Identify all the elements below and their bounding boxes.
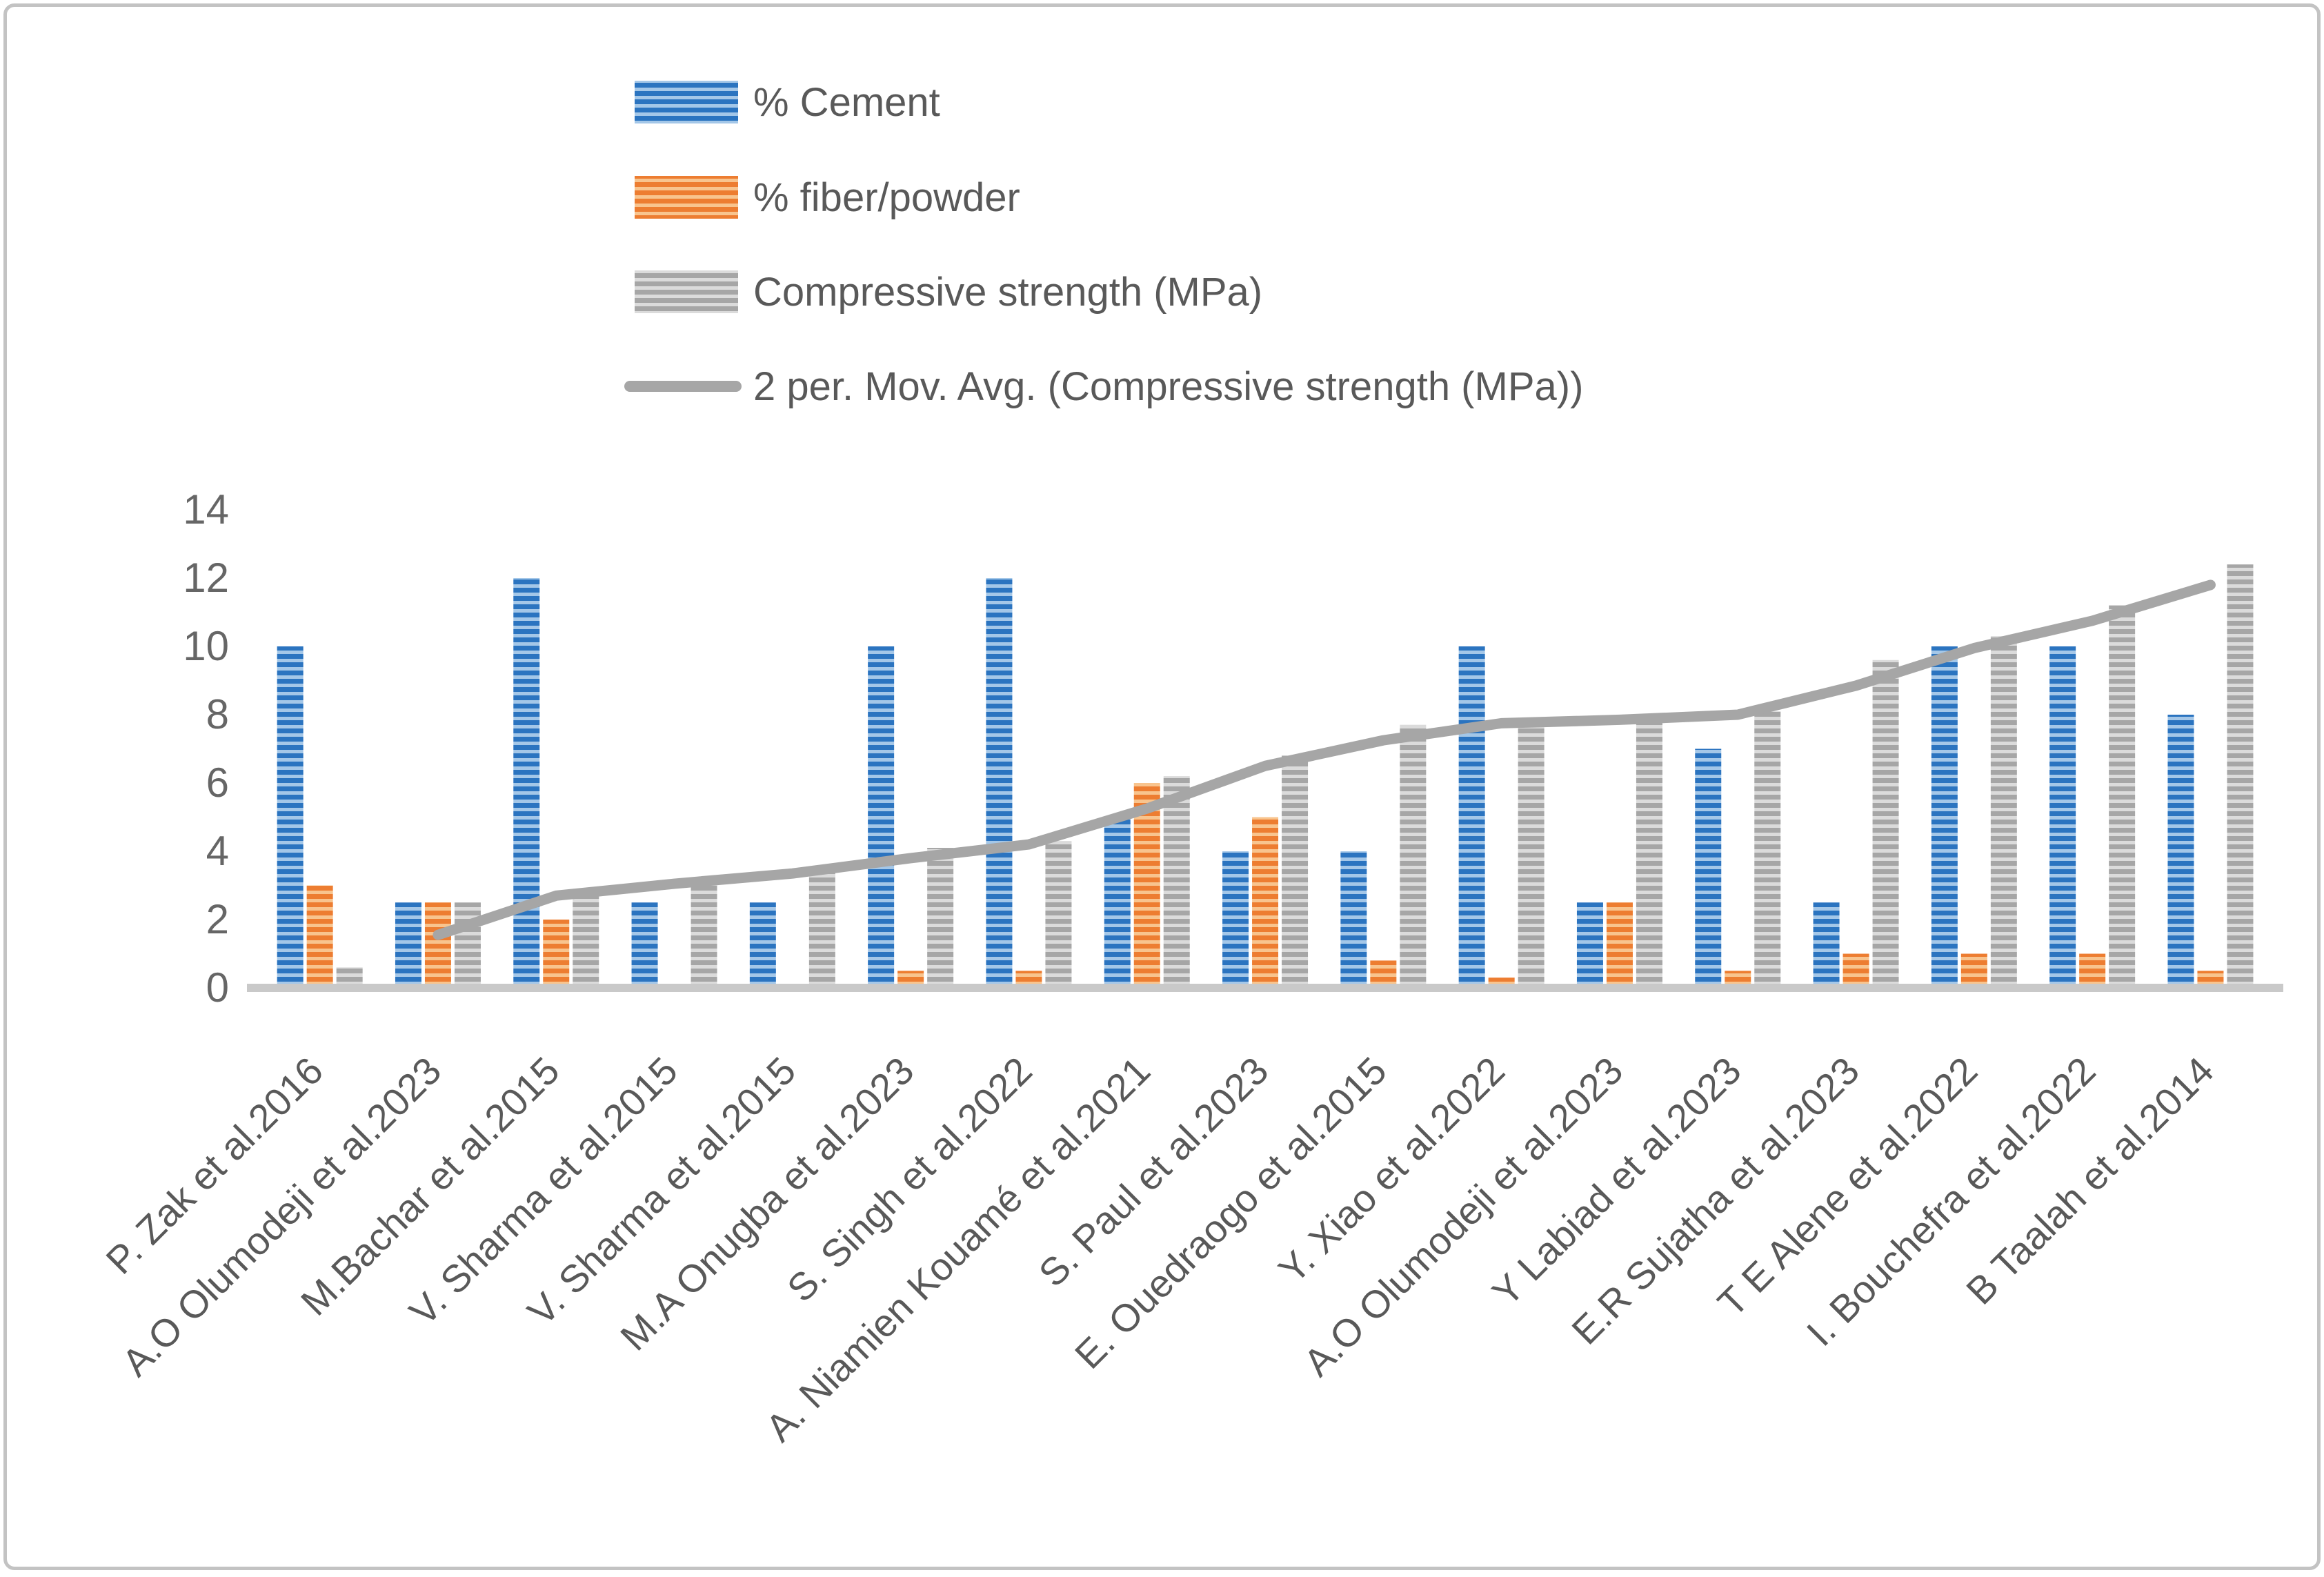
- bar-compressive-strength: [691, 878, 717, 988]
- bar-cement: [749, 902, 776, 988]
- bar-compressive-strength: [573, 889, 599, 988]
- bar-cement: [1931, 646, 1958, 988]
- bar-compressive-strength: [1990, 636, 2017, 988]
- bar-compressive-strength: [1400, 724, 1427, 988]
- legend-label: 2 per. Mov. Avg. (Compressive strength (…: [753, 364, 1583, 409]
- legend-swatch-compressive-strength: [635, 270, 738, 313]
- bar-compressive-strength: [1045, 841, 1072, 988]
- bar-cement: [986, 578, 1013, 988]
- y-axis-tick-label: 6: [206, 760, 229, 806]
- bar-compressive-strength: [1636, 717, 1662, 988]
- bar-fiber-powder: [306, 885, 333, 988]
- bar-fiber-powder: [1370, 960, 1397, 988]
- bar-fiber-powder: [1252, 817, 1279, 988]
- legend-swatch-moving-average-line: [624, 381, 742, 392]
- bar-cement: [395, 902, 421, 988]
- y-axis-tick-label: 4: [206, 828, 229, 874]
- legend-swatch-fiber-powder: [635, 176, 738, 219]
- bar-cement: [1813, 902, 1840, 988]
- y-axis-tick-label: 8: [206, 691, 229, 737]
- bar-cement: [277, 646, 304, 988]
- bar-compressive-strength: [1754, 711, 1781, 988]
- legend-swatch-cement: [635, 81, 738, 123]
- x-axis-category-label: Y. Xiao et al.2022: [1270, 1049, 1513, 1291]
- y-axis-tick-label: 12: [183, 555, 229, 601]
- bar-compressive-strength: [454, 902, 481, 988]
- bar-fiber-powder: [1960, 953, 1987, 988]
- bar-fiber-powder: [543, 920, 570, 988]
- bar-compressive-strength: [1872, 659, 1899, 988]
- bar-cement: [513, 578, 540, 988]
- bar-cement: [631, 902, 658, 988]
- bar-cement: [1458, 646, 1485, 988]
- x-axis-category-label: P. Zak et al.2016: [97, 1049, 331, 1282]
- bar-fiber-powder: [1843, 953, 1869, 988]
- y-axis-tick-label: 14: [183, 486, 229, 533]
- legend-label: % Cement: [753, 80, 940, 125]
- bar-compressive-strength: [1282, 755, 1309, 988]
- bar-compressive-strength: [2109, 605, 2136, 988]
- bar-fiber-powder: [424, 902, 451, 988]
- bar-fiber-powder: [2079, 953, 2106, 988]
- legend-label: Compressive strength (MPa): [753, 270, 1262, 315]
- bar-cement: [1222, 851, 1249, 988]
- bar-cement: [1104, 817, 1131, 988]
- bar-compressive-strength: [927, 848, 954, 988]
- x-axis-line: [247, 984, 2283, 992]
- legend-label: % fiber/powder: [753, 175, 1020, 220]
- bar-cement: [1695, 748, 1722, 988]
- bar-compressive-strength: [1163, 776, 1190, 988]
- y-axis-tick-label: 0: [206, 964, 229, 1011]
- bar-compressive-strength: [1518, 721, 1545, 988]
- bar-compressive-strength: [808, 868, 835, 988]
- bar-cement: [1340, 851, 1367, 988]
- y-axis-tick-label: 2: [206, 896, 229, 942]
- bar-cement: [868, 646, 895, 988]
- bar-compressive-strength: [2227, 564, 2254, 988]
- bar-cement: [1576, 902, 1603, 988]
- y-axis-tick-label: 10: [183, 623, 229, 669]
- bar-cement: [2167, 715, 2194, 988]
- bar-fiber-powder: [1606, 902, 1633, 988]
- bar-fiber-powder: [1133, 783, 1160, 988]
- bar-cement: [2049, 646, 2076, 988]
- x-axis-category-label: S. Paul et al.2023: [1030, 1049, 1276, 1295]
- moving-average-line: [433, 579, 2216, 940]
